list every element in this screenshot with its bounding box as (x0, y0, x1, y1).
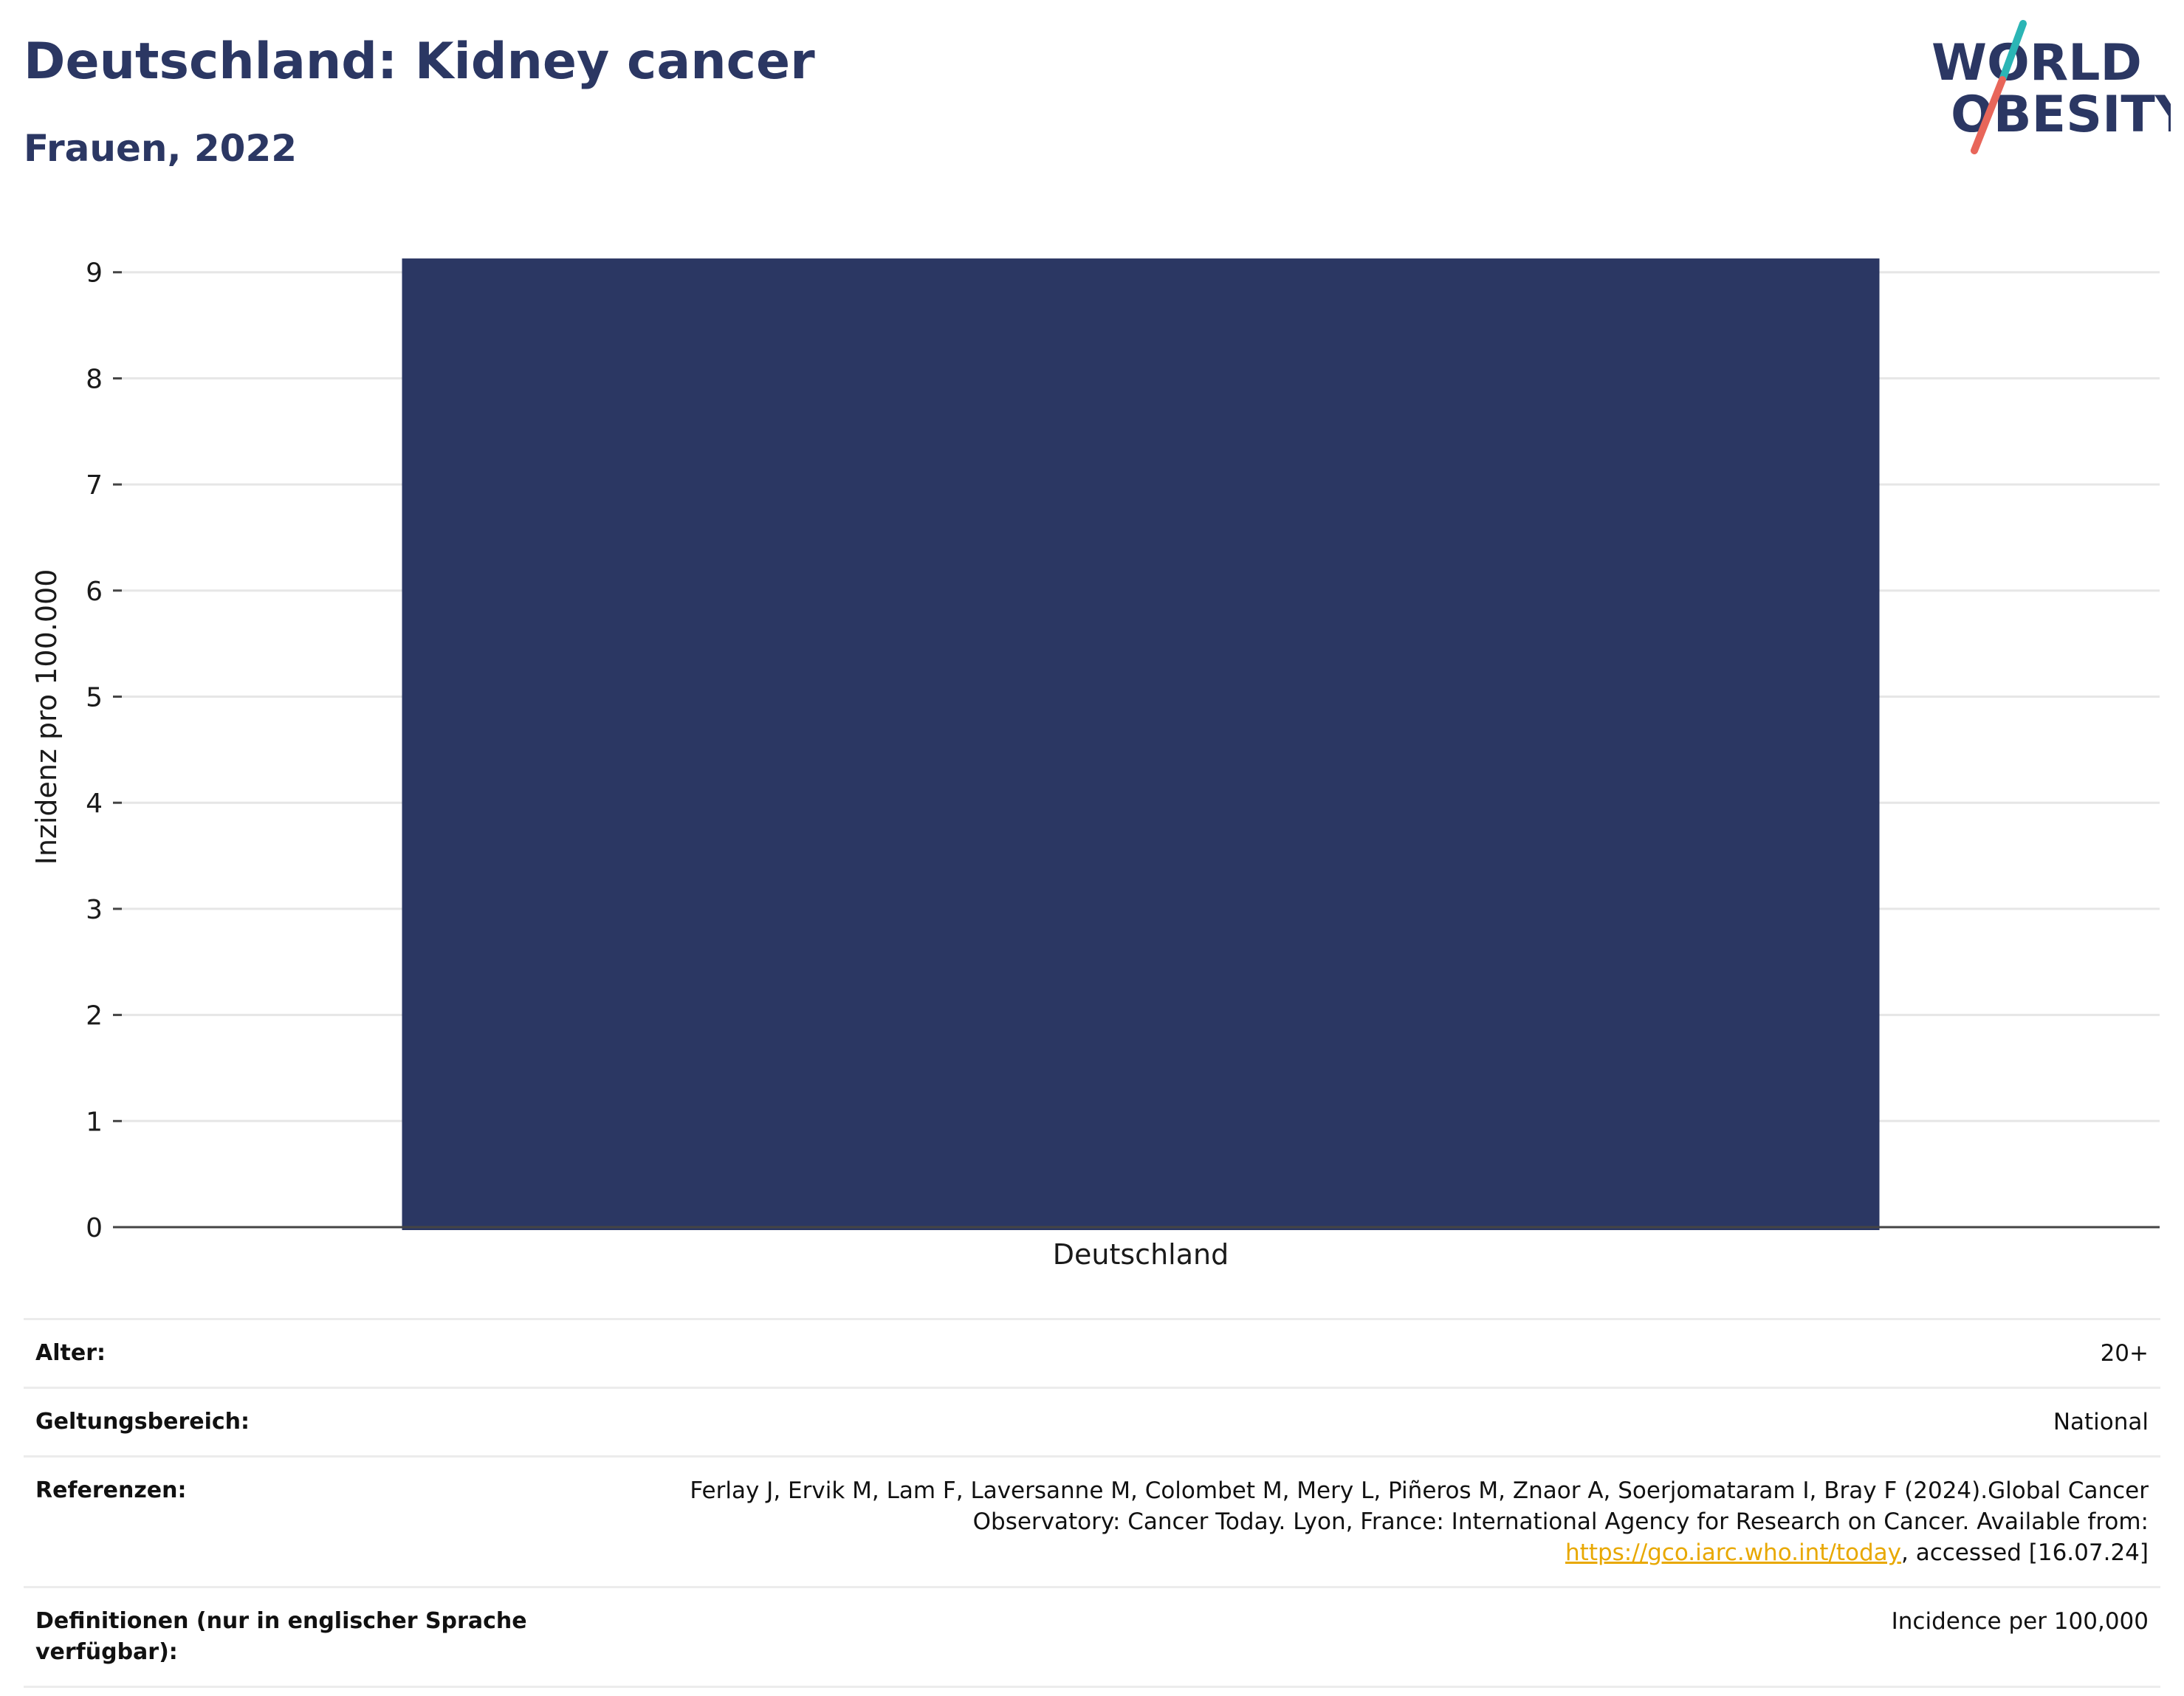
y-tick-label: 9 (86, 258, 103, 289)
reference-text: Ferlay J, Ervik M, Lam F, Laversanne M, … (690, 1477, 2149, 1535)
y-tick-label: 7 (86, 470, 103, 501)
meta-value-age: 20+ (2100, 1340, 2149, 1367)
y-tick-label: 4 (86, 789, 103, 819)
meta-key-age: Alter: (35, 1340, 106, 1366)
logo-slash-bottom (1971, 76, 2006, 154)
meta-value-definitions: Incidence per 100,000 (1891, 1608, 2149, 1635)
y-tick-label: 0 (86, 1213, 103, 1243)
meta-key-references: Referenzen: (35, 1477, 187, 1503)
y-tick-label: 5 (86, 683, 103, 713)
meta-value-scope: National (2053, 1409, 2149, 1435)
meta-value-references: Ferlay J, Ervik M, Lam F, Laversanne M, … (628, 1475, 2149, 1568)
x-tick-label: Deutschland (1053, 1238, 1229, 1271)
reference-accessed: , accessed [16.07.24] (1900, 1539, 2149, 1566)
metadata-table: Alter: 20+ Geltungsbereich: National Ref… (24, 1318, 2160, 1688)
world-obesity-logo: WORLD OBESITY (1931, 20, 2171, 154)
bars (402, 258, 1880, 1230)
bar-deutschland (402, 258, 1880, 1230)
reference-link[interactable]: https://gco.iarc.who.int/today (1565, 1539, 1901, 1566)
meta-row-references: Referenzen: Ferlay J, Ervik M, Lam F, La… (24, 1455, 2160, 1586)
y-axis-label: Inzidenz pro 100.000 (30, 569, 63, 865)
y-tick-label: 3 (86, 895, 103, 925)
chart-title: Deutschland: Kidney cancer (24, 32, 815, 91)
meta-key-definitions: Definitionen (nur in englischer Sprache … (35, 1608, 527, 1665)
y-tick-labels: 0 1 2 3 4 5 6 7 8 9 (86, 258, 122, 1243)
x-tick-labels: Deutschland (1053, 1238, 1229, 1271)
y-tick-label: 2 (86, 1001, 103, 1031)
meta-row-age: Alter: 20+ (24, 1318, 2160, 1387)
y-tick-label: 6 (86, 577, 103, 607)
meta-row-scope: Geltungsbereich: National (24, 1387, 2160, 1455)
meta-key-scope: Geltungsbereich: (35, 1409, 250, 1435)
bar-chart: 0 1 2 3 4 5 6 7 8 9 Deutschland Inzidenz pro 100.… (30, 258, 2160, 1271)
meta-row-definitions: Definitionen (nur in englischer Sprache … (24, 1586, 2160, 1688)
chart-subtitle: Frauen, 2022 (24, 127, 298, 170)
logo-word-world: WORLD (1931, 34, 2142, 92)
y-tick-label: 1 (86, 1107, 103, 1137)
y-tick-label: 8 (86, 364, 103, 394)
logo-slash-top (1999, 20, 2027, 83)
